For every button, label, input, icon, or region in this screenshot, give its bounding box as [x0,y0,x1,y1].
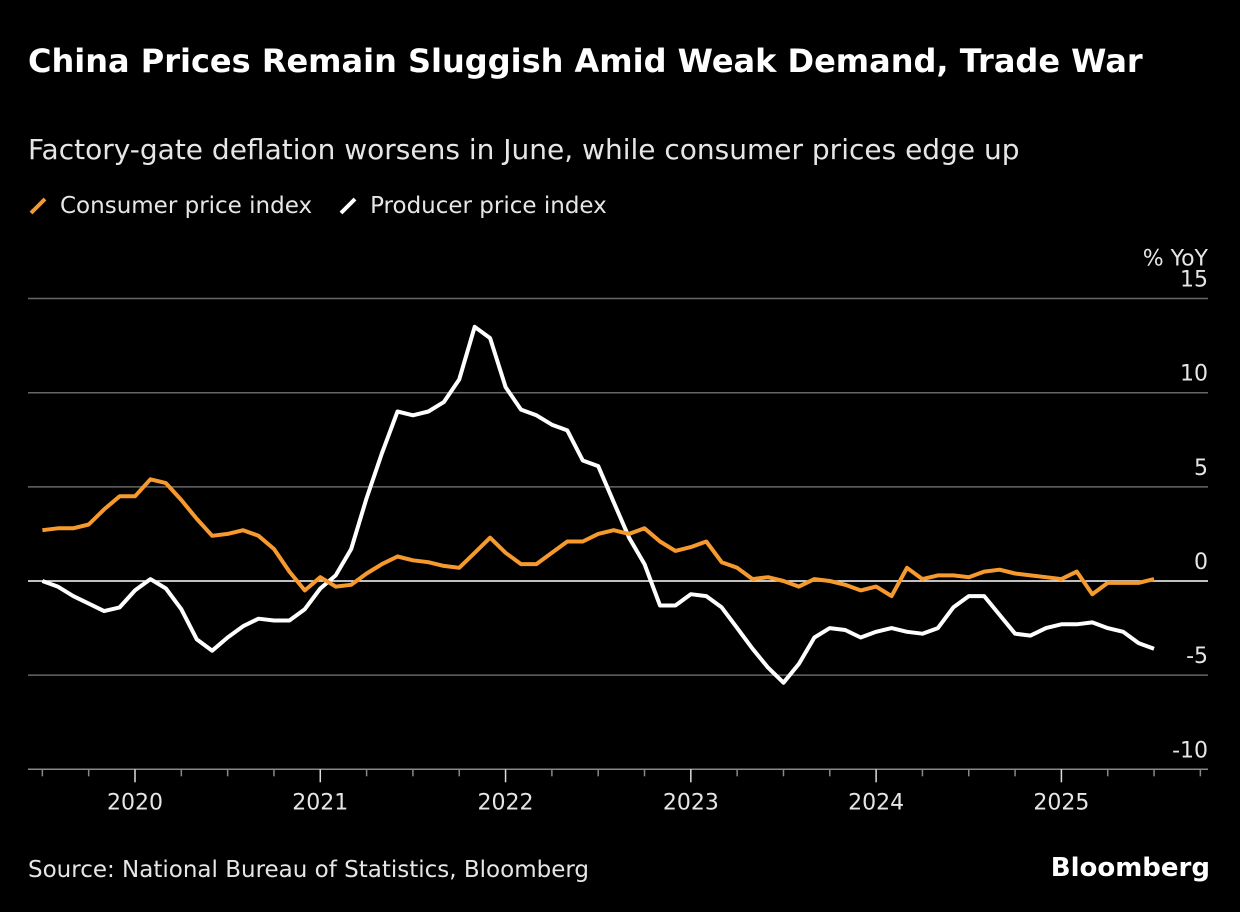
x-tick-label: 2023 [663,790,719,815]
y-tick-label: 0 [1194,550,1208,575]
series-line-ppi [41,324,1155,685]
legend-item-ppi: Producer price index [338,193,607,219]
y-tick-label: 5 [1194,456,1208,481]
legend-item-cpi: Consumer price index [28,193,312,219]
y-axis-label: % YoY [1143,247,1209,272]
y-tick-label: -10 [1172,738,1208,763]
chart-title: China Prices Remain Sluggish Amid Weak D… [28,42,1143,80]
legend-swatch-ppi-icon [339,197,357,215]
y-tick-label: 10 [1180,362,1208,387]
bloomberg-logo: Bloomberg [1050,853,1210,883]
y-tick-label: 15 [1180,268,1208,293]
source-note: Source: National Bureau of Statistics, B… [28,857,590,883]
y-tick-label: -5 [1186,644,1208,669]
x-tick-label: 2024 [848,790,904,815]
legend-swatch-cpi-icon [29,197,47,215]
chart-subtitle: Factory-gate deflation worsens in June, … [28,133,1020,166]
x-tick-label: 2021 [292,790,348,815]
legend: Consumer price index Producer price inde… [28,193,607,219]
series-line-cpi [42,477,1155,599]
x-tick-label: 2020 [107,790,163,815]
x-tick-label: 2022 [478,790,534,815]
legend-label-ppi: Producer price index [370,193,607,219]
x-tick-label: 2025 [1033,790,1089,815]
legend-label-cpi: Consumer price index [60,193,313,219]
